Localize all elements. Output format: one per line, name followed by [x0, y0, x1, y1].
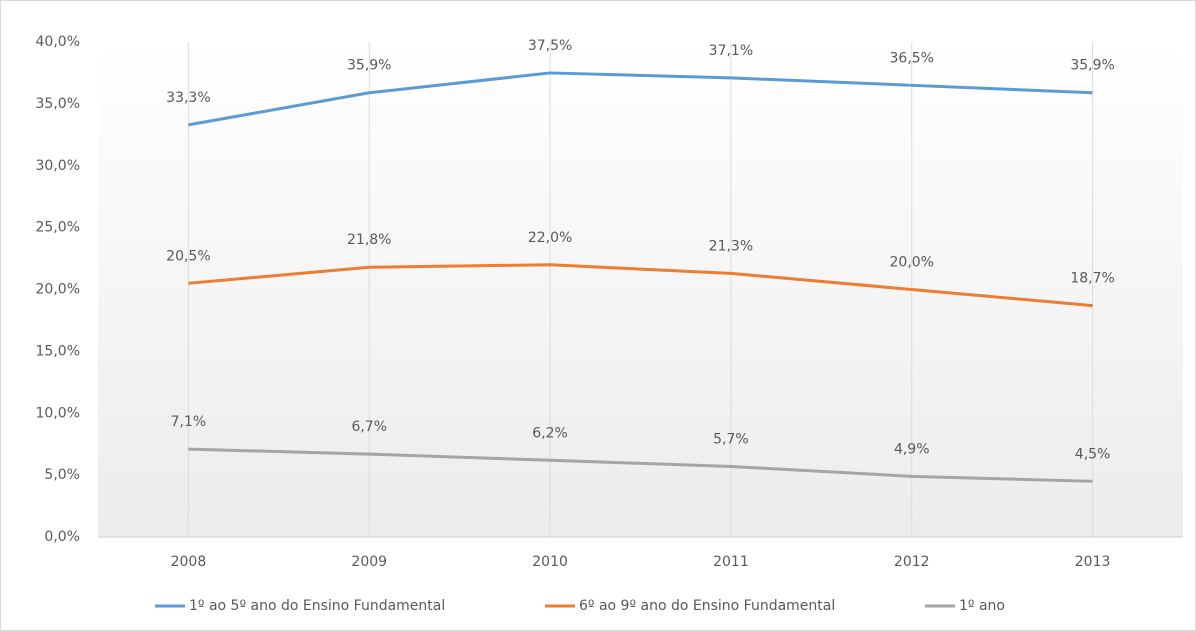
y-tick-label: 15,0%: [36, 343, 80, 359]
y-tick-label: 5,0%: [44, 467, 80, 483]
x-tick-label: 2010: [532, 554, 568, 570]
x-tick-label: 2012: [894, 554, 930, 570]
x-tick-label: 2013: [1075, 554, 1111, 570]
data-label: 5,7%: [713, 431, 749, 447]
y-tick-label: 0,0%: [44, 529, 80, 545]
data-label: 20,5%: [166, 248, 210, 264]
data-label: 4,9%: [894, 441, 930, 457]
data-label: 18,7%: [1070, 271, 1114, 287]
data-label: 33,3%: [166, 90, 210, 106]
series-line: [188, 71, 1093, 127]
y-tick-label: 30,0%: [36, 158, 80, 174]
y-tick-label: 35,0%: [36, 96, 80, 112]
data-label: 22,0%: [528, 230, 572, 246]
data-label: 35,9%: [1070, 58, 1114, 74]
data-label: 21,8%: [347, 232, 391, 248]
legend-label: 1º ano: [959, 598, 1005, 614]
data-label: 37,1%: [709, 43, 753, 59]
data-label: 21,3%: [709, 238, 753, 254]
data-label: 7,1%: [171, 414, 207, 430]
data-label: 4,5%: [1075, 446, 1111, 462]
y-tick-label: 10,0%: [36, 405, 80, 421]
data-label: 6,2%: [532, 425, 568, 441]
data-label: 36,5%: [890, 50, 934, 66]
series-line: [188, 447, 1093, 483]
y-tick-label: 25,0%: [36, 220, 80, 236]
legend-label: 6º ao 9º ano do Ensino Fundamental: [579, 598, 835, 614]
data-label: 37,5%: [528, 38, 572, 54]
series-line: [188, 263, 1093, 308]
x-tick-label: 2011: [713, 554, 749, 570]
data-label: 20,0%: [890, 255, 934, 271]
data-label: 6,7%: [351, 419, 387, 435]
x-tick-label: 2009: [351, 554, 387, 570]
y-tick-label: 20,0%: [36, 282, 80, 298]
x-tick-label: 2008: [171, 554, 207, 570]
legend-label: 1º ao 5º ano do Ensino Fundamental: [189, 598, 445, 614]
y-tick-label: 40,0%: [36, 34, 80, 50]
plot-area: [98, 42, 1183, 537]
data-label: 35,9%: [347, 58, 391, 74]
